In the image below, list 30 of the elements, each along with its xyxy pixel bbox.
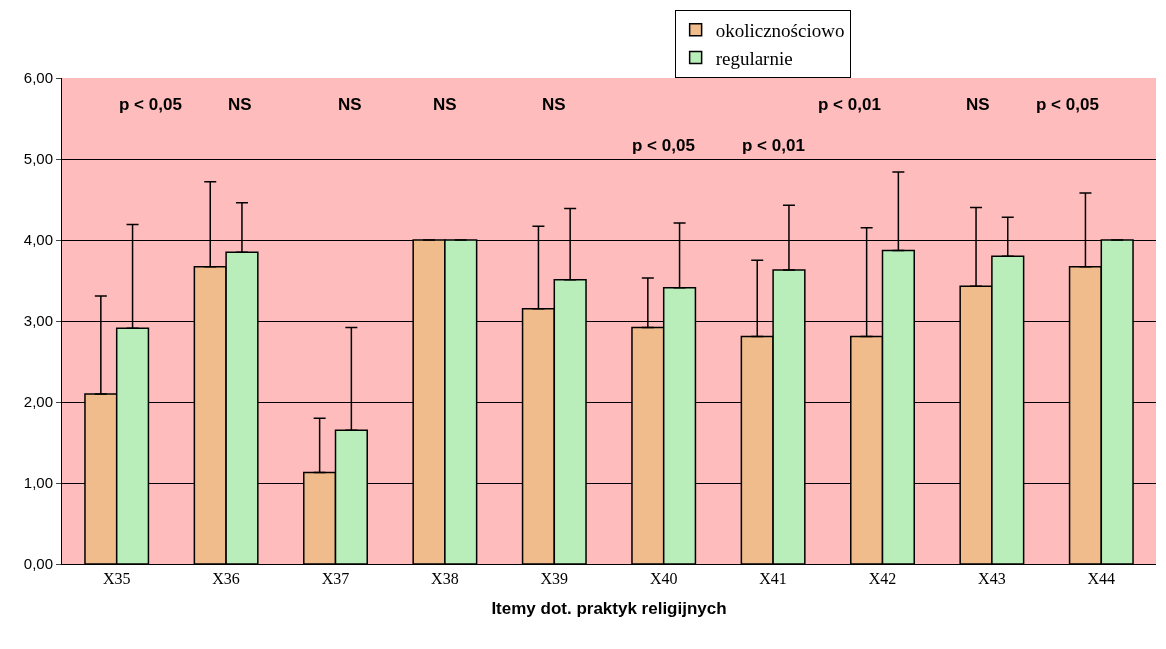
x-tick-label: X40 <box>649 570 678 588</box>
x-tick-label: X35 <box>102 570 131 588</box>
annotation: NS <box>433 95 457 114</box>
x-tick-label: X44 <box>1087 570 1116 588</box>
x-tick-label: X36 <box>212 570 240 588</box>
annotation: p < 0,05 <box>632 136 695 155</box>
x-axis-title: Itemy dot. praktyk religijnych <box>491 598 727 618</box>
annotation: p < 0,05 <box>119 95 182 114</box>
x-tick-label: X39 <box>540 570 569 588</box>
y-tick-label: 0,00 <box>23 555 53 573</box>
y-tick-label: 6,00 <box>23 69 53 87</box>
annotation: p < 0,05 <box>1036 95 1099 114</box>
annotation: NS <box>966 95 990 114</box>
x-tick-label: X43 <box>978 570 1006 588</box>
annotation: NS <box>228 95 252 114</box>
x-tick-label: X37 <box>321 570 350 588</box>
y-tick-label: 2,00 <box>23 393 53 411</box>
x-tick-label: X38 <box>431 570 459 588</box>
y-tick-label: 1,00 <box>23 474 53 492</box>
annotation: NS <box>542 95 566 114</box>
y-tick-label: 4,00 <box>23 231 53 249</box>
annotation: p < 0,01 <box>818 95 881 114</box>
x-tick-label: X41 <box>759 570 787 588</box>
annotation: NS <box>338 95 362 114</box>
y-tick-label: 3,00 <box>23 312 53 330</box>
x-tick-label: X42 <box>868 570 897 588</box>
legend-label: okolicznościowo <box>715 20 845 42</box>
legend-label: regularnie <box>715 47 793 69</box>
y-tick-label: 5,00 <box>23 150 53 168</box>
annotation: p < 0,01 <box>742 136 805 155</box>
